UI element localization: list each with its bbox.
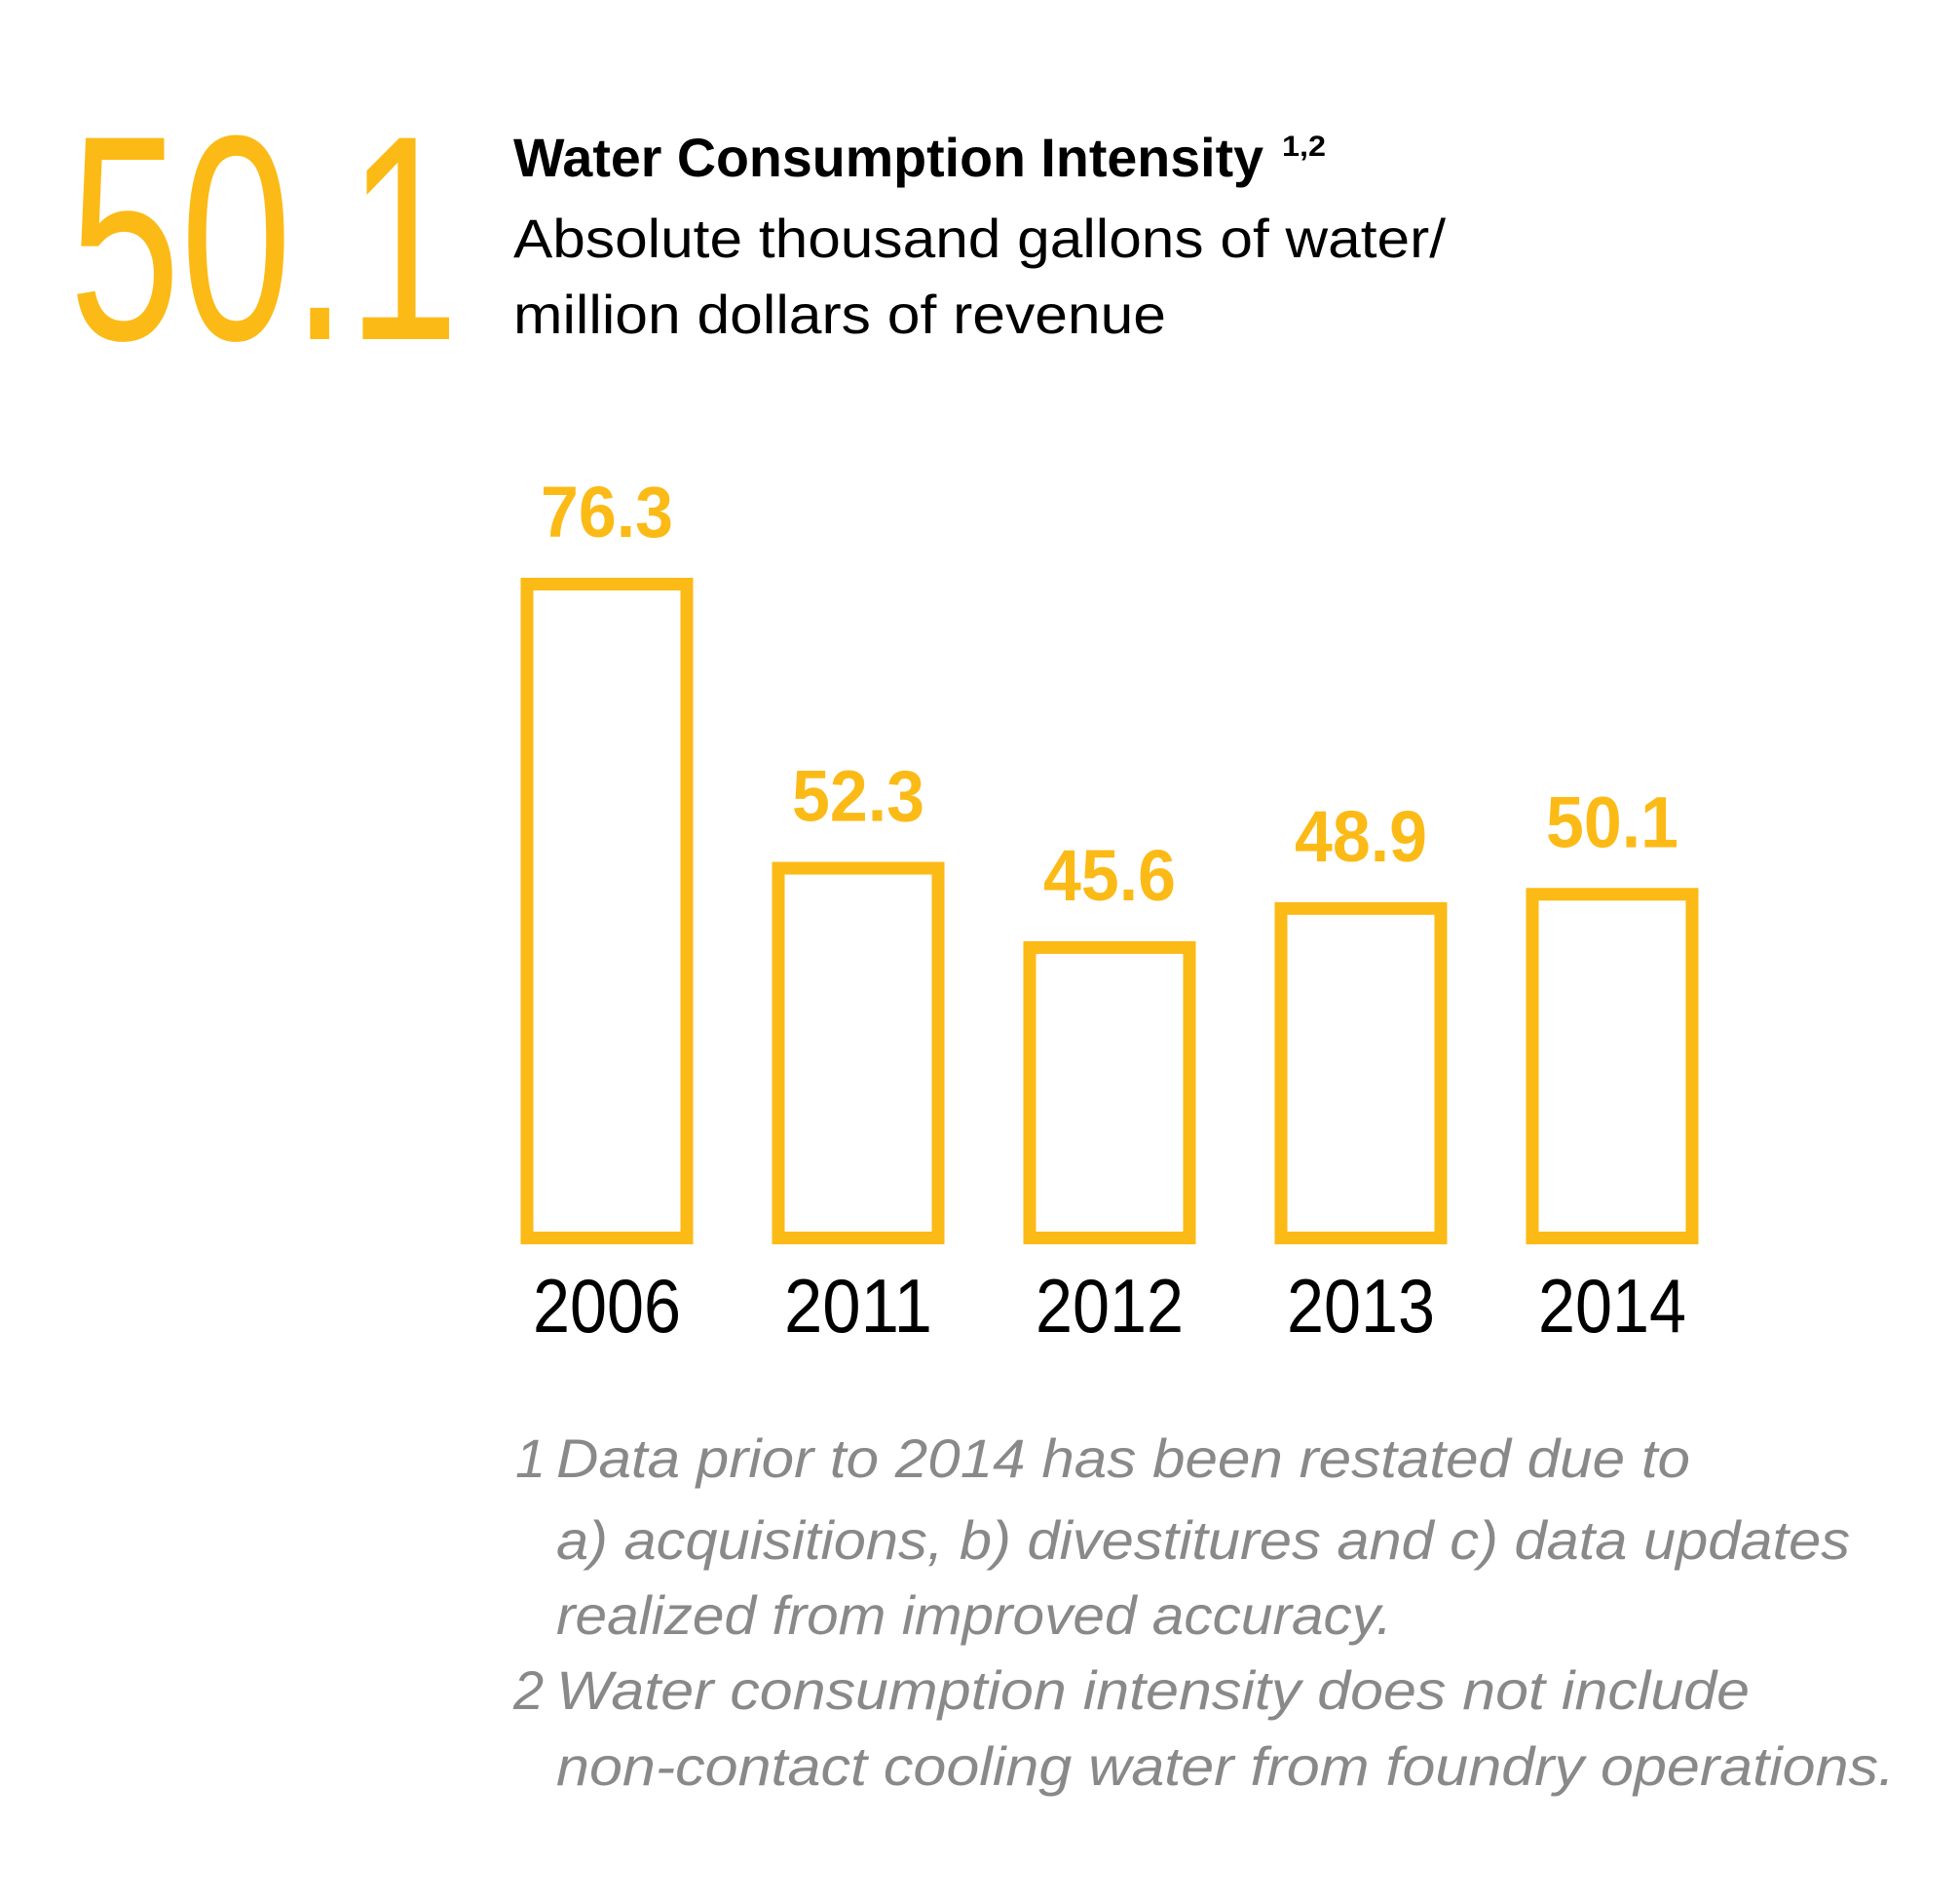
- footnote-number: 2: [512, 1659, 544, 1721]
- x-tick-label: 2012: [1036, 1263, 1184, 1349]
- x-tick-label: 2013: [1287, 1263, 1435, 1349]
- x-tick-label: 2011: [784, 1263, 932, 1349]
- footnote-text: Water consumption intensity does not inc…: [556, 1659, 1750, 1721]
- headline-value: 50.1: [69, 74, 459, 401]
- subtitle: Absolute thousand gallons of water/: [513, 208, 1446, 269]
- value-label: 76.3: [541, 472, 673, 552]
- footnote-number: 1: [515, 1427, 546, 1489]
- value-label: 50.1: [1546, 781, 1678, 862]
- bar: [772, 861, 945, 1244]
- footnote-text: non-contact cooling water from foundry o…: [556, 1735, 1895, 1797]
- bar: [1023, 940, 1196, 1245]
- x-tick-label: 2014: [1538, 1263, 1686, 1349]
- title-superscript: 1,2: [1282, 131, 1326, 163]
- footnote-text: a) acquisitions, b) divestitures and c) …: [556, 1509, 1850, 1571]
- value-label: 52.3: [792, 756, 924, 837]
- bar: [520, 577, 694, 1244]
- value-label: 48.9: [1295, 796, 1427, 877]
- bar: [1526, 888, 1699, 1244]
- chart-title: Water Consumption Intensity: [513, 127, 1263, 188]
- subtitle: million dollars of revenue: [513, 284, 1166, 345]
- footnote-text: Data prior to 2014 has been restated due…: [556, 1427, 1690, 1489]
- value-label: 45.6: [1043, 835, 1176, 916]
- bar: [1274, 901, 1448, 1244]
- x-tick-label: 2006: [533, 1263, 681, 1349]
- footnote-text: realized from improved accuracy.: [556, 1584, 1392, 1646]
